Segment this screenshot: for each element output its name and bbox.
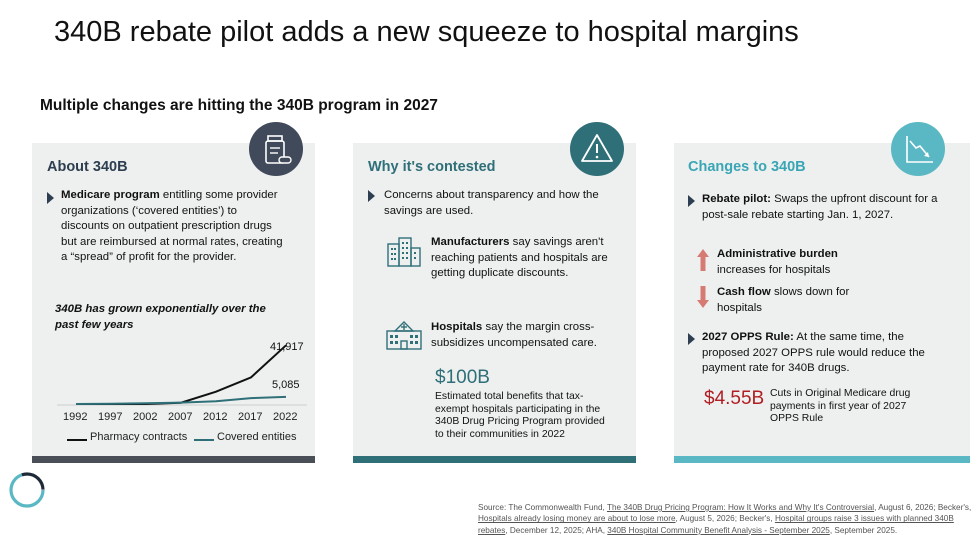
admin-burden-text: Administrative burden increases for hospi… xyxy=(717,248,838,276)
changes-heading: Changes to 340B xyxy=(688,159,806,175)
opps-text: 2027 OPPS Rule: At the same time, the pr… xyxy=(702,331,925,375)
contested-panel: Why it's contested Concerns about transp… xyxy=(353,143,636,463)
bullet-marker xyxy=(688,195,695,207)
bullet-marker xyxy=(368,190,375,202)
panel-accent-bar xyxy=(353,456,636,463)
buildings-icon xyxy=(387,237,421,267)
manufacturers-text: Manufacturers say savings aren't reachin… xyxy=(431,236,608,280)
entities-data-label: 5,085 xyxy=(272,379,300,391)
source-link[interactable]: The 340B Drug Pricing Program: How It Wo… xyxy=(606,503,875,512)
arrow-down-icon xyxy=(697,286,709,308)
warning-icon xyxy=(570,122,624,176)
panel-accent-bar xyxy=(674,456,970,463)
pharmacy-data-label: 41,917 xyxy=(270,341,304,353)
benefits-note: Estimated total benefits that tax-exempt… xyxy=(435,391,605,440)
company-logo xyxy=(9,472,45,508)
benefits-number: $100B xyxy=(435,367,490,388)
x-tick-label: 2007 xyxy=(168,411,193,423)
hospitals-text: Hospitals say the margin cross-subsidize… xyxy=(431,321,597,349)
x-tick-label: 1997 xyxy=(98,411,123,423)
contested-heading: Why it's contested xyxy=(368,159,496,175)
bullet-marker xyxy=(688,333,695,345)
source-note: Source: The Commonwealth Fund, The 340B … xyxy=(478,503,972,535)
contested-bullet: Concerns about transparency and how the … xyxy=(384,189,599,217)
rebate-text: Rebate pilot: Swaps the upfront discount… xyxy=(702,193,938,221)
x-tick-label: 2022 xyxy=(273,411,298,423)
pill-bottle-icon xyxy=(249,122,303,176)
x-tick-label: 2002 xyxy=(133,411,158,423)
legend-entities: Covered entities xyxy=(217,431,297,443)
declining-chart-icon xyxy=(891,122,945,176)
page-subtitle: Multiple changes are hitting the 340B pr… xyxy=(40,97,438,114)
legend-pharmacy: Pharmacy contracts xyxy=(90,431,188,443)
cuts-number: $4.55B xyxy=(704,388,765,409)
chart-title: 340B has grown exponentially over the pa… xyxy=(55,303,266,331)
changes-panel: Changes to 340B Rebate pilot: Swaps the … xyxy=(674,143,970,463)
covered-entities-line xyxy=(75,395,287,405)
pharmacy-contracts-line xyxy=(76,344,287,405)
x-tick-label: 2017 xyxy=(238,411,263,423)
x-tick-label: 1992 xyxy=(63,411,88,423)
growth-chart xyxy=(57,344,307,406)
cuts-note: Cuts in Original Medicare drug payments … xyxy=(770,388,911,424)
arrow-up-icon xyxy=(697,249,709,271)
source-link[interactable]: Hospital groups raise 3 issues with plan… xyxy=(478,514,954,535)
legend-swatch-pharmacy xyxy=(67,439,87,441)
cash-flow-text: Cash flow slows down for hospitals xyxy=(717,286,850,314)
bullet-marker xyxy=(47,192,54,204)
panel-accent-bar xyxy=(32,456,315,463)
about-bullet: Medicare program entitling some provider… xyxy=(61,189,283,264)
page-title: 340B rebate pilot adds a new squeeze to … xyxy=(54,16,799,48)
about-heading: About 340B xyxy=(47,159,128,175)
about-panel: About 340B Medicare program entitling so… xyxy=(32,143,315,463)
legend-swatch-entities xyxy=(194,439,214,441)
hospital-icon xyxy=(386,321,422,350)
source-link[interactable]: Hospitals already losing money are about… xyxy=(478,514,676,524)
x-tick-label: 2012 xyxy=(203,411,228,423)
source-link[interactable]: 340B Hospital Community Benefit Analysis… xyxy=(607,525,830,535)
